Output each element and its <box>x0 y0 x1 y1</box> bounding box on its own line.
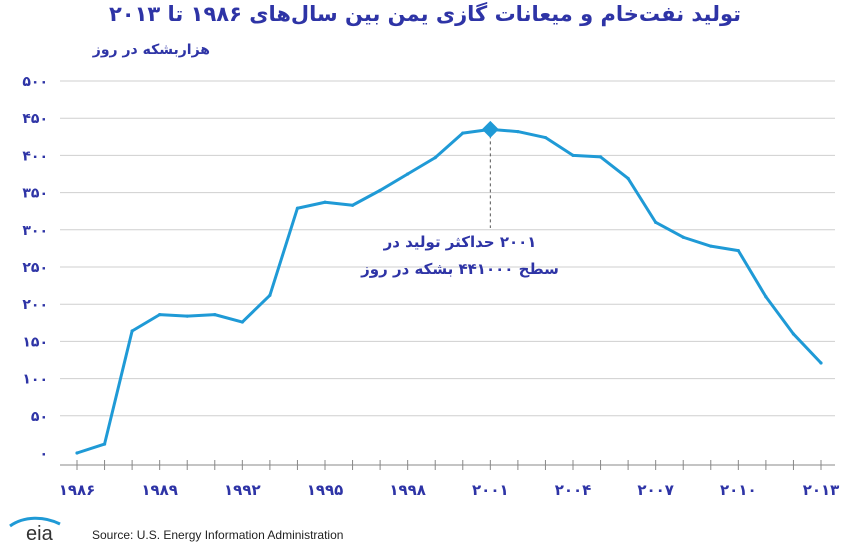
eia-logo-text: eia <box>26 523 54 544</box>
y-tick-label-250: ۲۵۰ <box>22 260 48 276</box>
x-tick-label-2013: ۲۰۱۳ <box>803 481 840 499</box>
data-point-2004 <box>571 153 575 157</box>
peak-marker <box>481 120 499 138</box>
x-tick-label-2007: ۲۰۰۷ <box>637 481 674 499</box>
x-axis <box>60 460 835 470</box>
eia-logo-swoosh <box>9 516 61 528</box>
source-note: Source: U.S. Energy Information Administ… <box>92 528 344 542</box>
y-tick-label-450: ۴۵۰ <box>22 111 48 127</box>
data-point-2003 <box>543 135 548 140</box>
data-point-2000 <box>461 131 465 135</box>
data-point-2008 <box>681 235 685 239</box>
y-axis-ticks: ۰ ۵۰ ۱۰۰ ۱۵۰ ۲۰۰ ۲۵۰ ۳۰۰ ۳۵۰ ۴۰۰ ۴۵۰ ۵۰۰ <box>22 74 48 462</box>
y-tick-label-200: ۲۰۰ <box>22 297 48 313</box>
data-point-2007 <box>654 220 658 224</box>
data-point-1990 <box>185 314 189 318</box>
data-point-1994 <box>295 206 300 210</box>
y-axis-unit-label: هزاربشکه در روز <box>92 42 210 58</box>
gridlines <box>60 80 835 417</box>
y-tick-label-400: ۴۰۰ <box>22 148 48 164</box>
production-series-line <box>76 127 823 455</box>
data-point-1987 <box>102 442 107 446</box>
data-point-2009 <box>709 244 713 248</box>
data-point-2010 <box>736 249 740 253</box>
data-point-2011 <box>764 295 768 299</box>
x-tick-label-2001: ۲۰۰۱ <box>472 481 509 499</box>
y-tick-label-150: ۱۵۰ <box>22 334 48 350</box>
x-tick-label-2004: ۲۰۰۴ <box>555 481 592 499</box>
peak-annotation-line2: سطح ۴۴۱۰۰۰ بشکه در روز <box>361 260 559 278</box>
eia-logo: eia <box>9 516 61 544</box>
data-point-1997 <box>378 188 382 192</box>
x-tick-label-1989: ۱۹۸۹ <box>141 481 178 499</box>
data-point-1986 <box>75 451 79 455</box>
x-tick-label-1998: ۱۹۹۸ <box>389 481 426 499</box>
x-axis-ticks: ۱۹۸۶ ۱۹۸۹ ۱۹۹۲ ۱۹۹۵ ۱۹۹۸ ۲۰۰۱ ۲۰۰۴ ۲۰۰۷ ۲۰۱۰ ۲۰۱۳ <box>59 481 840 499</box>
x-tick-label-2010: ۲۰۱۰ <box>720 481 757 499</box>
x-tick-label-1992: ۱۹۹۲ <box>224 481 261 499</box>
y-tick-label-350: ۳۵۰ <box>22 186 48 202</box>
y-tick-label-300: ۳۰۰ <box>22 223 48 239</box>
data-point-2006 <box>626 176 630 181</box>
data-point-1999 <box>433 156 437 160</box>
x-tick-label-1986: ۱۹۸۶ <box>59 481 96 499</box>
data-point-1992 <box>240 320 244 324</box>
y-tick-label-500: ۵۰۰ <box>22 74 48 90</box>
data-points <box>75 127 823 455</box>
y-tick-label-50: ۵۰ <box>31 409 48 425</box>
data-point-1995 <box>323 200 327 204</box>
data-point-2013 <box>819 361 823 365</box>
data-point-1996 <box>350 203 355 207</box>
data-point-2002 <box>516 129 520 134</box>
data-point-1998 <box>406 172 410 176</box>
data-point-1988 <box>130 329 134 333</box>
data-point-2005 <box>598 155 603 159</box>
x-tick-label-1995: ۱۹۹۵ <box>307 481 344 499</box>
data-point-2012 <box>791 332 796 336</box>
data-point-1989 <box>158 313 162 317</box>
y-tick-label-0: ۰ <box>39 446 48 462</box>
chart-title: تولید نفت‌خام و میعانات گازی یمن بین سال… <box>108 2 742 26</box>
peak-annotation-line1: ۲۰۰۱ حداکثر تولید در <box>383 233 537 251</box>
data-point-1991 <box>213 313 217 317</box>
data-point-1993 <box>268 293 272 297</box>
y-tick-label-100: ۱۰۰ <box>22 372 48 388</box>
